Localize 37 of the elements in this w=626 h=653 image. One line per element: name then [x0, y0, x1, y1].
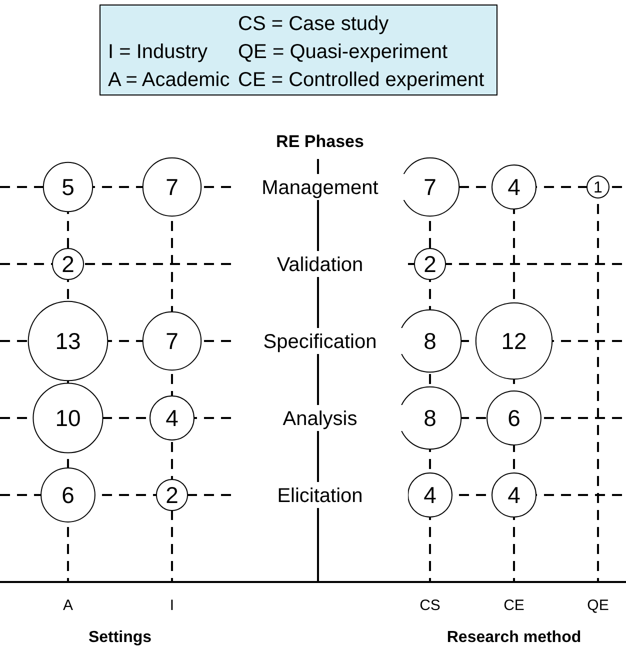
data-label: 13 — [55, 328, 81, 354]
data-label: 4 — [508, 482, 521, 508]
data-label: 10 — [55, 405, 81, 432]
data-label: 8 — [424, 405, 436, 432]
data-label: 5 — [62, 174, 74, 200]
data-label: 4 — [166, 405, 179, 432]
data-label: 1 — [594, 180, 603, 197]
text: QE = Quasi-experiment — [238, 41, 448, 63]
y-tick-label: Elicitation — [277, 485, 363, 507]
data-label: 6 — [508, 405, 520, 432]
x-tick-label: CE — [504, 597, 524, 614]
data-label: 7 — [166, 174, 178, 200]
data-label: 7 — [166, 328, 178, 354]
x-tick-label: CS — [420, 597, 440, 614]
data-label: 7 — [424, 174, 436, 200]
text: I = Industry — [108, 41, 208, 63]
y-tick-label: Specification — [263, 331, 377, 353]
text: CE = Controlled experiment — [238, 69, 485, 91]
data-label: 12 — [501, 328, 527, 354]
data-label: 2 — [166, 482, 178, 508]
text: CS = Case study — [238, 13, 389, 35]
data-label: 4 — [508, 174, 521, 200]
text: A = Academic — [108, 69, 230, 91]
text: Settings — [88, 629, 152, 646]
y-tick-label: Validation — [276, 254, 364, 276]
data-label: 2 — [424, 251, 436, 278]
y-axis-title: RE Phases — [276, 132, 364, 151]
data-label: 8 — [424, 328, 436, 354]
y-tick-label: Management — [262, 177, 379, 199]
y-tick-label: Analysis — [282, 408, 358, 430]
x-tick-label: A — [62, 597, 74, 614]
data-label: 2 — [62, 251, 74, 278]
x-tick-label: I — [170, 597, 174, 614]
text: Research method — [446, 629, 582, 646]
data-label: 4 — [424, 482, 437, 508]
data-label: 6 — [62, 482, 74, 508]
x-tick-label: QE — [587, 597, 609, 614]
